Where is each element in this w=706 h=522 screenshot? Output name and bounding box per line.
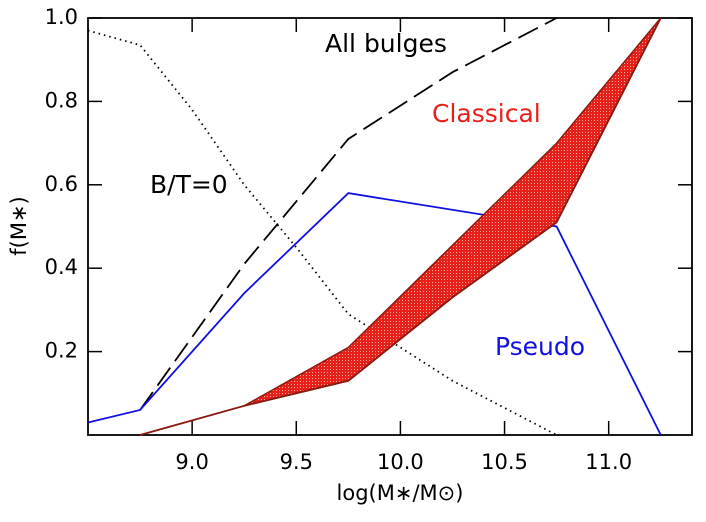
y-tick-label: 0.8 bbox=[45, 88, 78, 112]
series-label: Pseudo bbox=[495, 332, 585, 361]
x-tick-label: 10.5 bbox=[481, 450, 528, 474]
y-tick-label: 0.2 bbox=[45, 339, 78, 363]
x-tick-label: 9.0 bbox=[175, 450, 208, 474]
x-tick-label: 11.0 bbox=[585, 450, 632, 474]
y-tick-label: 0.4 bbox=[45, 255, 78, 279]
y-axis-label: f(M∗) bbox=[7, 196, 31, 256]
series-label: All bulges bbox=[325, 29, 447, 58]
x-tick-label: 10.0 bbox=[377, 450, 424, 474]
series-line bbox=[139, 17, 558, 411]
x-axis-label: log(M∗/M⊙) bbox=[337, 481, 464, 505]
series-label: Classical bbox=[432, 99, 541, 128]
classical-lower-line bbox=[139, 17, 662, 436]
y-tick-label: 0.6 bbox=[45, 172, 78, 196]
classical-band bbox=[139, 17, 662, 436]
plot-frame bbox=[87, 17, 693, 436]
series-label: B/T=0 bbox=[150, 170, 228, 199]
y-tick-label: 1.0 bbox=[45, 5, 78, 29]
x-tick-label: 9.5 bbox=[280, 450, 313, 474]
series-line bbox=[87, 192, 662, 436]
